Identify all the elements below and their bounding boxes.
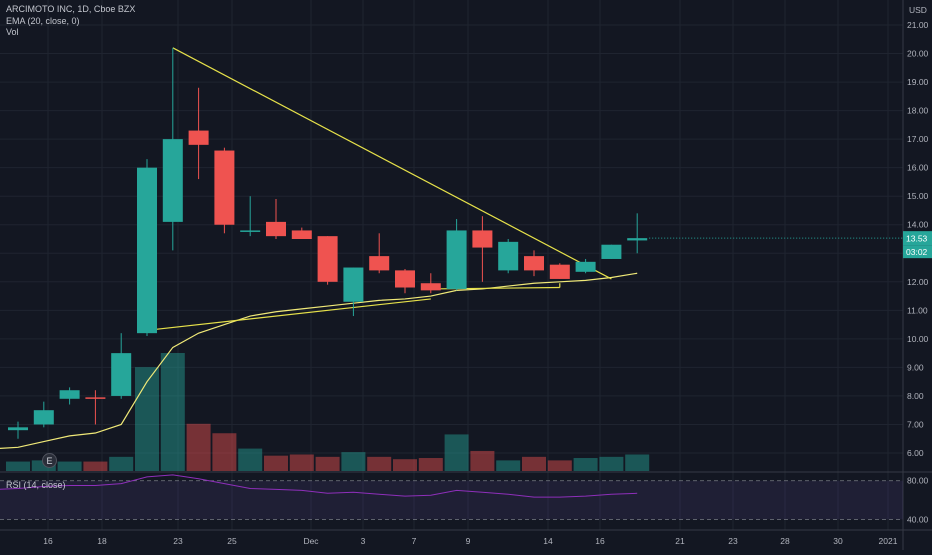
trendline[interactable] [172,47,612,280]
time-axis-label: 16 [595,536,605,546]
price-axis-label: 11.00 [907,305,928,315]
candle-body[interactable] [369,256,390,271]
price-axis-label: 14.00 [907,220,929,230]
time-axis-label: Dec [303,536,319,546]
candle-body[interactable] [524,256,544,271]
countdown-label: 03:02 [906,247,928,257]
time-axis-label: 3 [361,536,366,546]
rsi-band [0,480,903,520]
time-axis-label: 9 [466,536,471,546]
currency-label: USD [909,5,927,15]
volume-bar [393,459,417,471]
time-axis-label: 16 [43,536,53,546]
volume-bar [470,450,495,471]
volume-bar [496,460,521,471]
candle-body[interactable] [472,230,493,248]
countdown-badge [903,245,932,259]
candle-body[interactable] [395,270,415,288]
volume-bar [367,456,392,471]
time-axis-label: 23 [728,536,738,546]
time-axis-label: 28 [780,536,790,546]
price-axis-label: 18.00 [907,106,929,116]
time-axis-label: 23 [173,536,183,546]
earnings-marker-icon[interactable]: E [42,453,57,468]
price-axis-label: 16.00 [907,163,929,173]
rsi-axis-label: 80.00 [907,476,929,486]
candle-body[interactable] [266,221,286,237]
volume-bar [238,448,263,471]
volume-bar [625,454,650,471]
ema-indicator-label[interactable]: EMA (20, close, 0) [6,15,80,26]
time-axis-label: 25 [227,536,237,546]
time-axis-label: 21 [675,536,685,546]
candle-body[interactable] [291,230,312,239]
volume-bar [109,456,134,471]
candle-body[interactable] [627,238,648,241]
price-axis-label: 15.00 [907,191,929,201]
ema-line [0,272,638,450]
volume-bar [83,461,108,471]
volume-indicator-label[interactable]: Vol [6,27,19,37]
volume-bar [418,458,443,471]
chart-legend: ARCIMOTO INC, 1D, Cboe BZX EMA (20, clos… [6,4,135,39]
volume-bar [6,461,30,471]
candle-body[interactable] [498,241,519,271]
volume-bar [135,367,159,471]
price-axis-label: 6.00 [907,448,924,458]
candle-body[interactable] [162,139,183,222]
candle-body[interactable] [59,390,80,399]
price-axis-label: 10.00 [907,334,929,344]
volume-bar [212,433,237,471]
price-axis-label: 17.00 [907,134,929,144]
volume-bar [186,423,211,471]
candle-body[interactable] [575,261,596,272]
rsi-axis-label: 40.00 [907,514,929,524]
price-axis-label: 7.00 [907,419,924,429]
candle-body[interactable] [137,167,157,334]
volume-bar [573,458,598,471]
price-axis-label: 21.00 [907,20,929,30]
candle-body[interactable] [85,397,106,399]
volume-bar [315,456,340,471]
symbol-title[interactable]: ARCIMOTO INC, 1D, Cboe BZX [6,4,136,14]
candle-body[interactable] [240,230,261,232]
candle-body[interactable] [317,236,338,282]
volume-bar [160,353,185,471]
time-axis-label: 18 [97,536,107,546]
volume-bar [57,461,82,471]
rsi-indicator-label[interactable]: RSI (14, close) [6,480,66,490]
price-axis-label: 19.00 [907,77,929,87]
price-axis-label: 8.00 [907,391,924,401]
candle-body[interactable] [188,130,209,145]
trendline[interactable] [146,298,431,331]
last-price-badge [903,231,932,246]
candle-body[interactable] [420,283,441,291]
last-price-label: 13.53 [906,234,928,244]
volume-bar [341,452,366,471]
price-axis-label: 9.00 [907,362,924,372]
price-axis-label: 20.00 [907,49,929,59]
volume-bar [522,456,546,471]
candle-body[interactable] [549,264,570,279]
time-axis-label: 14 [543,536,553,546]
candle-body[interactable] [8,427,28,431]
candle-body[interactable] [446,230,467,289]
volume-bar [264,455,288,471]
volume-bar [547,460,572,471]
time-axis-label: 30 [833,536,843,546]
price-axis-label: 12.00 [907,277,929,287]
candle-body[interactable] [214,150,235,225]
candle-body[interactable] [343,267,364,302]
volume-bar [599,456,624,471]
rsi-line [0,474,638,498]
time-axis-label: 7 [412,536,417,546]
volume-bar [289,454,314,471]
candle-body[interactable] [33,410,54,425]
candle-body[interactable] [111,353,132,396]
candle-body[interactable] [601,244,622,259]
volume-bar [444,434,469,471]
time-axis-label: 2021 [879,536,898,546]
